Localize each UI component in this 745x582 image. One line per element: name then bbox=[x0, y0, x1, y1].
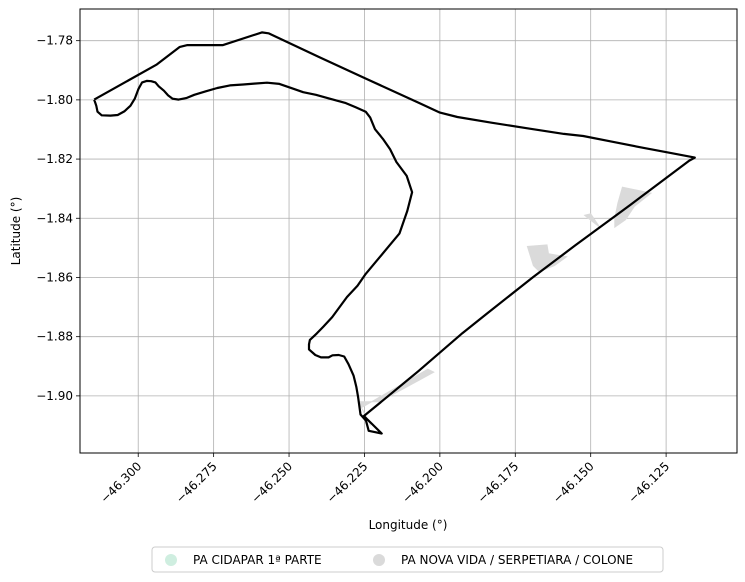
y-tick-label: −1.80 bbox=[36, 93, 73, 107]
y-tick-label: −1.90 bbox=[36, 389, 73, 403]
y-tick-label: −1.78 bbox=[36, 34, 73, 48]
y-tick-label: −1.88 bbox=[36, 330, 73, 344]
legend-frame bbox=[151, 546, 664, 573]
legend-label-cidapar: PA CIDAPAR 1ª PARTE bbox=[193, 553, 322, 567]
map-area-polygon bbox=[526, 244, 568, 273]
grid-lines bbox=[80, 9, 737, 453]
y-axis-ticks: −1.78 −1.80 −1.82 −1.84 −1.86 −1.88 −1.90 bbox=[36, 34, 80, 403]
y-tick-label: −1.86 bbox=[36, 270, 73, 284]
legend: PA CIDAPAR 1ª PARTE PA NOVA VIDA / SERPE… bbox=[151, 546, 664, 573]
y-tick-label: −1.82 bbox=[36, 152, 73, 166]
y-tick-label: −1.84 bbox=[36, 211, 73, 225]
legend-marker-nova-vida bbox=[373, 554, 385, 566]
boundary-outline bbox=[93, 31, 696, 435]
map-area-polygon bbox=[583, 213, 601, 228]
boundary-outline-path bbox=[93, 31, 696, 435]
x-axis-label: Longitude (°) bbox=[369, 518, 448, 532]
plot-frame bbox=[79, 8, 738, 454]
legend-label-nova-vida: PA NOVA VIDA / SERPETIARA / COLONE bbox=[401, 553, 633, 567]
y-axis-label: Latitude (°) bbox=[9, 197, 23, 266]
legend-marker-cidapar bbox=[165, 554, 177, 566]
